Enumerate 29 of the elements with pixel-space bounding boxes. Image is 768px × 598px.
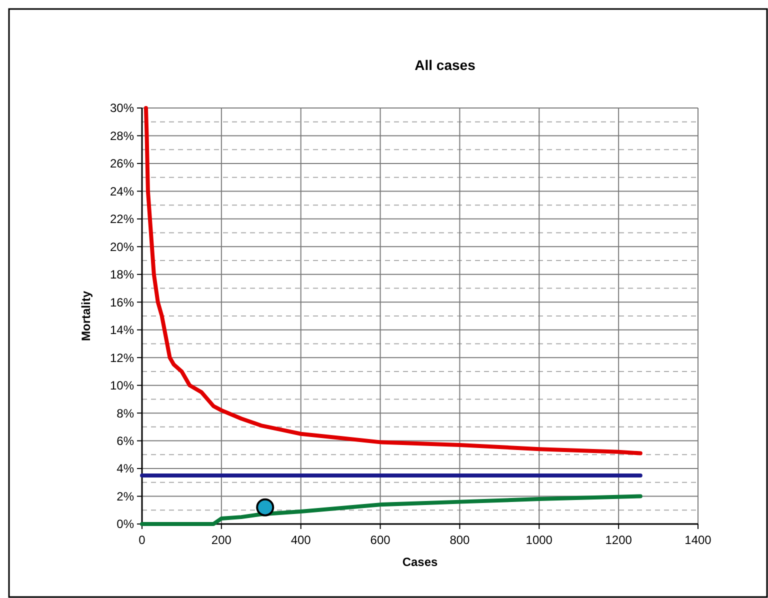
x-tick-label: 0 xyxy=(138,533,146,547)
y-axis-title: Mortality xyxy=(79,290,93,342)
y-tick-label: 18% xyxy=(110,268,134,282)
x-tick-label: 1200 xyxy=(605,533,632,547)
chart-title: All cases xyxy=(414,57,476,73)
y-tick-label: 30% xyxy=(110,101,134,116)
x-tick-label: 400 xyxy=(290,533,312,547)
line-series xyxy=(140,494,642,526)
y-tick-label: 2% xyxy=(116,489,134,504)
y-tick-label: 4% xyxy=(116,462,134,476)
y-tick-label: 28% xyxy=(110,128,134,143)
x-axis-title: Cases xyxy=(402,555,438,569)
y-tick-label: 12% xyxy=(110,350,134,365)
x-tick-label: 1000 xyxy=(526,533,553,547)
y-tick-label: 0% xyxy=(116,517,134,532)
y-tick-label: 6% xyxy=(116,434,134,448)
x-tick-label: 800 xyxy=(450,533,470,547)
y-tick-label: 14% xyxy=(110,323,134,338)
x-tick-label: 1400 xyxy=(684,533,712,547)
y-tick-label: 22% xyxy=(110,212,134,226)
y-tick-label: 10% xyxy=(110,378,134,393)
y-tick-label: 8% xyxy=(116,406,134,420)
y-tick-label: 16% xyxy=(110,295,134,310)
y-tick-label: 20% xyxy=(110,240,134,254)
y-tick-label: 26% xyxy=(110,156,134,171)
line-series xyxy=(144,106,642,456)
x-tick-label: 200 xyxy=(211,533,232,547)
y-tick-label: 24% xyxy=(110,184,134,198)
x-tick-label: 600 xyxy=(370,533,391,547)
